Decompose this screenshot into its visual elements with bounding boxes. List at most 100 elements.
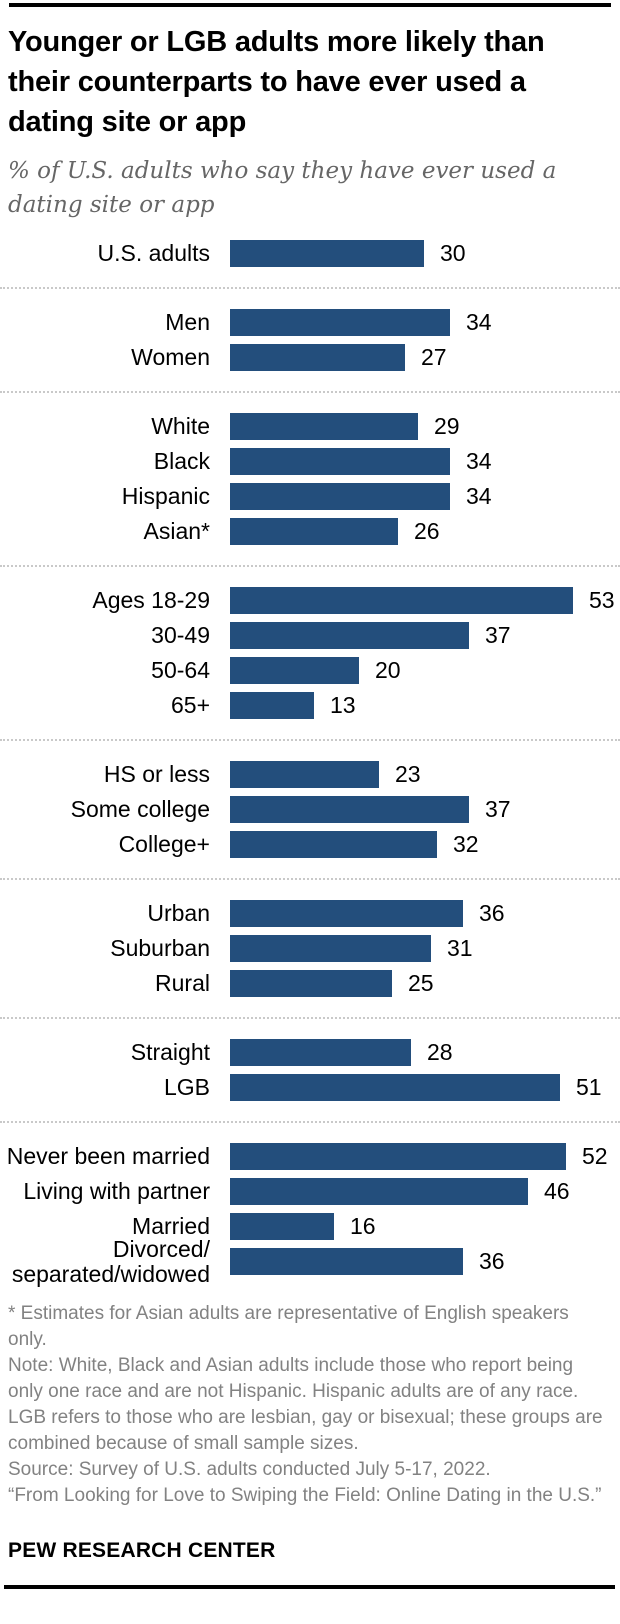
category-label: Black <box>153 448 210 475</box>
bar-track: 26 <box>230 518 620 545</box>
category-label: Asian* <box>143 518 210 545</box>
category-label: 30-49 <box>151 622 210 649</box>
bar <box>230 1248 463 1275</box>
bar-track: 20 <box>230 657 620 684</box>
value-label: 32 <box>453 831 479 857</box>
bar-row: Rural 25 <box>0 966 620 1001</box>
bar-group: White 29 Black 34 Hispanic 34 Asian* 26 <box>0 409 620 549</box>
category-label: Suburban <box>110 935 210 962</box>
bar-track: 27 <box>230 344 620 371</box>
value-label: 26 <box>414 518 440 544</box>
bar-row: Some college 37 <box>0 792 620 827</box>
bar <box>230 1213 334 1240</box>
bar <box>230 448 450 475</box>
group-separator <box>0 1121 620 1123</box>
bar-track: 51 <box>230 1074 620 1101</box>
value-label: 16 <box>350 1213 376 1239</box>
value-label: 36 <box>479 1248 505 1274</box>
bar-track: 53 <box>230 587 620 614</box>
bar <box>230 970 392 997</box>
value-label: 53 <box>589 587 615 613</box>
value-label: 37 <box>485 622 511 648</box>
category-label: U.S. adults <box>97 240 211 267</box>
category-label: Women <box>131 344 210 371</box>
bar <box>230 1143 566 1170</box>
bar-group: Men 34 Women 27 <box>0 305 620 375</box>
value-label: 29 <box>434 413 460 439</box>
group-separator <box>0 1017 620 1019</box>
bar-track: 31 <box>230 935 620 962</box>
bar-group: Urban 36 Suburban 31 Rural 25 <box>0 896 620 1001</box>
category-label: Living with partner <box>23 1178 210 1205</box>
group-separator <box>0 391 620 393</box>
brand-label: PEW RESEARCH CENTER <box>8 1539 276 1562</box>
bar <box>230 692 314 719</box>
category-label: White <box>151 413 210 440</box>
bar <box>230 587 573 614</box>
bar <box>230 1039 411 1066</box>
bar <box>230 831 437 858</box>
bar-track: 37 <box>230 622 620 649</box>
bar-track: 34 <box>230 448 620 475</box>
category-label: 50-64 <box>151 657 210 684</box>
footnote-paragraph: “From Looking for Love to Swiping the Fi… <box>8 1485 602 1506</box>
bar-row: 30-49 37 <box>0 618 620 653</box>
value-label: 34 <box>466 309 492 335</box>
bar-row: Hispanic 34 <box>0 479 620 514</box>
bar <box>230 344 405 371</box>
bar-group: Ages 18-29 53 30-49 37 50-64 20 65+ 13 <box>0 583 620 723</box>
category-label: Never been married <box>6 1143 210 1170</box>
bottom-rule <box>4 1585 615 1589</box>
bar-chart: U.S. adults 30 Men 34 Women 27 White 29 Black 34 H… <box>0 236 620 1286</box>
bar-row: Suburban 31 <box>0 931 620 966</box>
bar-row: Divorced/​separated/widowed 36 <box>0 1236 620 1285</box>
bar <box>230 935 431 962</box>
bar-track: 46 <box>230 1178 620 1205</box>
value-label: 52 <box>582 1143 608 1169</box>
bar-row: 65+ 13 <box>0 688 620 723</box>
bar <box>230 240 424 267</box>
group-separator <box>0 878 620 880</box>
category-label: Married <box>132 1213 210 1240</box>
value-label: 51 <box>576 1074 602 1100</box>
bar-row: Women 27 <box>0 340 620 375</box>
group-separator <box>0 565 620 567</box>
bar <box>230 761 379 788</box>
bar-track: 34 <box>230 483 620 510</box>
bar-row: LGB 51 <box>0 1070 620 1105</box>
category-label: Men <box>165 309 210 336</box>
category-label: Hispanic <box>121 483 210 510</box>
bar-track: 52 <box>230 1143 620 1170</box>
bar-group: HS or less 23 Some college 37 College+ 32 <box>0 757 620 862</box>
footnote-paragraph: * Estimates for Asian adults are represe… <box>8 1303 569 1350</box>
bar-row: Straight 28 <box>0 1035 620 1070</box>
bar-track: 32 <box>230 831 620 858</box>
value-label: 31 <box>447 935 473 961</box>
bar <box>230 518 398 545</box>
group-separator <box>0 287 620 289</box>
group-separator <box>0 739 620 741</box>
bar-group: Straight 28 LGB 51 <box>0 1035 620 1105</box>
bar-track: 25 <box>230 970 620 997</box>
bar-row: Urban 36 <box>0 896 620 931</box>
bar-row: College+ 32 <box>0 827 620 862</box>
value-label: 34 <box>466 483 492 509</box>
bar-track: 23 <box>230 761 620 788</box>
bar-group: U.S. adults 30 <box>0 236 620 271</box>
bar-track: 36 <box>230 900 620 927</box>
bar-group: Never been married 52 Living with partner 4… <box>0 1139 620 1286</box>
bar <box>230 1074 560 1101</box>
category-label: Ages 18-29 <box>92 587 210 614</box>
bar-row: Never been married 52 <box>0 1139 620 1174</box>
value-label: 37 <box>485 796 511 822</box>
bar <box>230 1178 528 1205</box>
chart-title: Younger or LGB adults more likely than t… <box>8 26 545 138</box>
bar-row: 50-64 20 <box>0 653 620 688</box>
value-label: 46 <box>544 1178 570 1204</box>
bar-row: Married 16 <box>0 1209 620 1244</box>
bar-row: White 29 <box>0 409 620 444</box>
bar-track: 16 <box>230 1213 620 1240</box>
value-label: 20 <box>375 657 401 683</box>
footnotes: * Estimates for Asian adults are represe… <box>8 1301 608 1509</box>
